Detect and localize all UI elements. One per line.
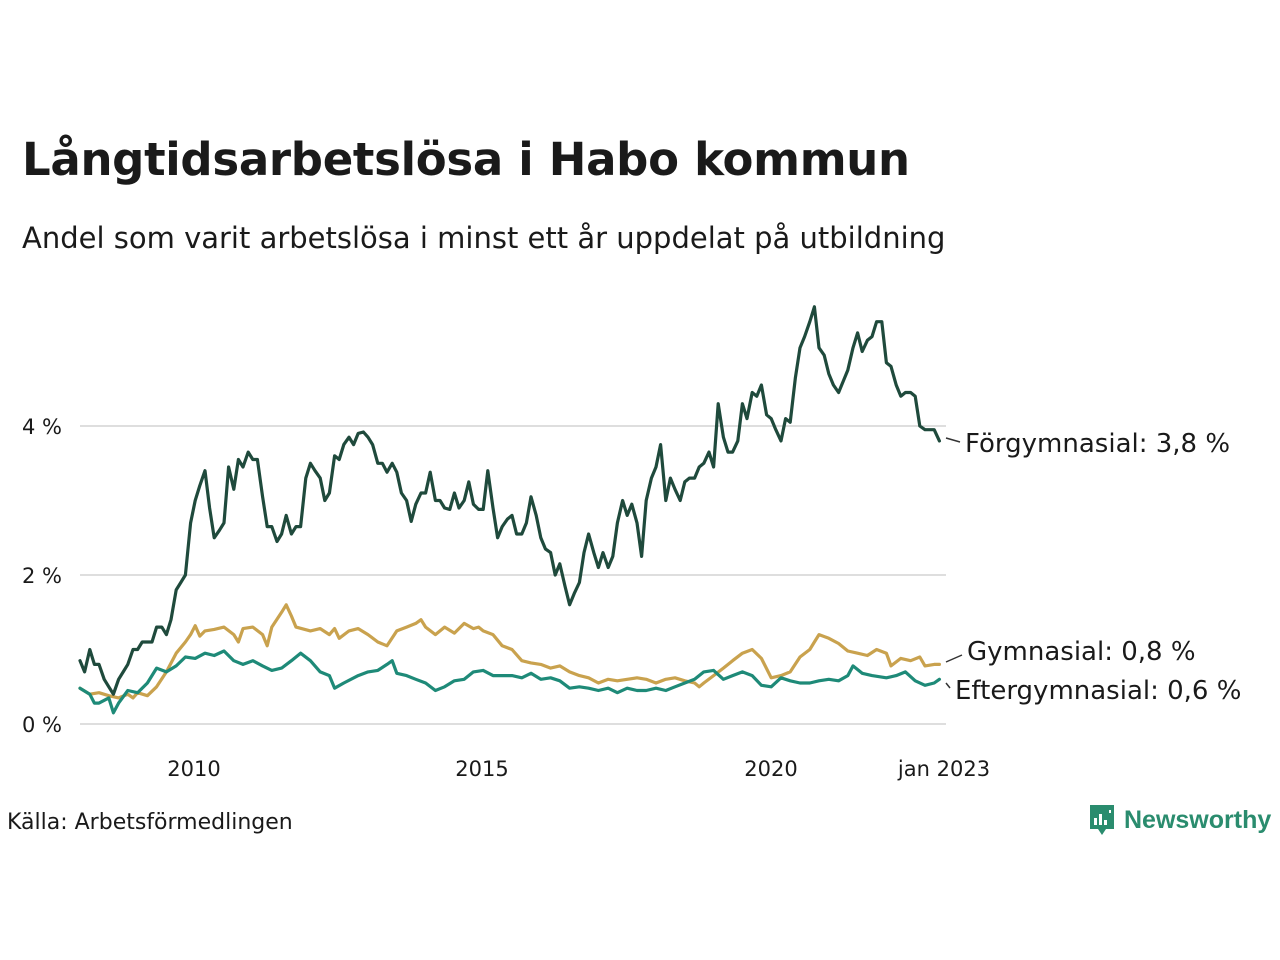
series-label-eftergymnasial: Eftergymnasial: 0,6 % [955,676,1241,706]
gridlines [80,425,946,725]
x-tick-label: 2010 [167,757,220,781]
x-tick-label: jan 2023 [897,757,990,781]
x-axis-ticks: 2010 2015 2020 jan 2023 [167,757,990,781]
y-tick-label: 2 % [22,564,62,588]
series-labels: Förgymnasial: 3,8 % Gymnasial: 0,8 % Efter… [945,429,1241,706]
label-leader-line [945,437,961,443]
chart-subtitle: Andel som varit arbetslösa i minst ett å… [22,221,946,255]
y-tick-label: 4 % [22,415,62,439]
label-leader-line [945,682,951,689]
x-tick-label: 2015 [455,757,508,781]
series-line-förgymnasial [78,305,941,696]
y-tick-label: 0 % [22,713,62,737]
newsworthy-logo: Newsworthy [1088,803,1271,837]
series-label-gymnasial: Gymnasial: 0,8 % [967,637,1196,667]
x-tick-label: 2020 [744,757,797,781]
series-line-gymnasial [78,603,941,700]
brand-name: Newsworthy [1124,805,1272,834]
label-leader-line [945,654,963,663]
chart-title: Långtidsarbetslösa i Habo kommun [22,133,910,186]
series-line-eftergymnasial [78,649,941,715]
y-axis-ticks: 0 % 2 % 4 % [22,415,62,737]
source-note: Källa: Arbetsförmedlingen [7,810,293,835]
series-lines [78,305,941,715]
bar-chart-badge-icon [1090,805,1114,835]
series-label-förgymnasial: Förgymnasial: 3,8 % [965,429,1230,459]
